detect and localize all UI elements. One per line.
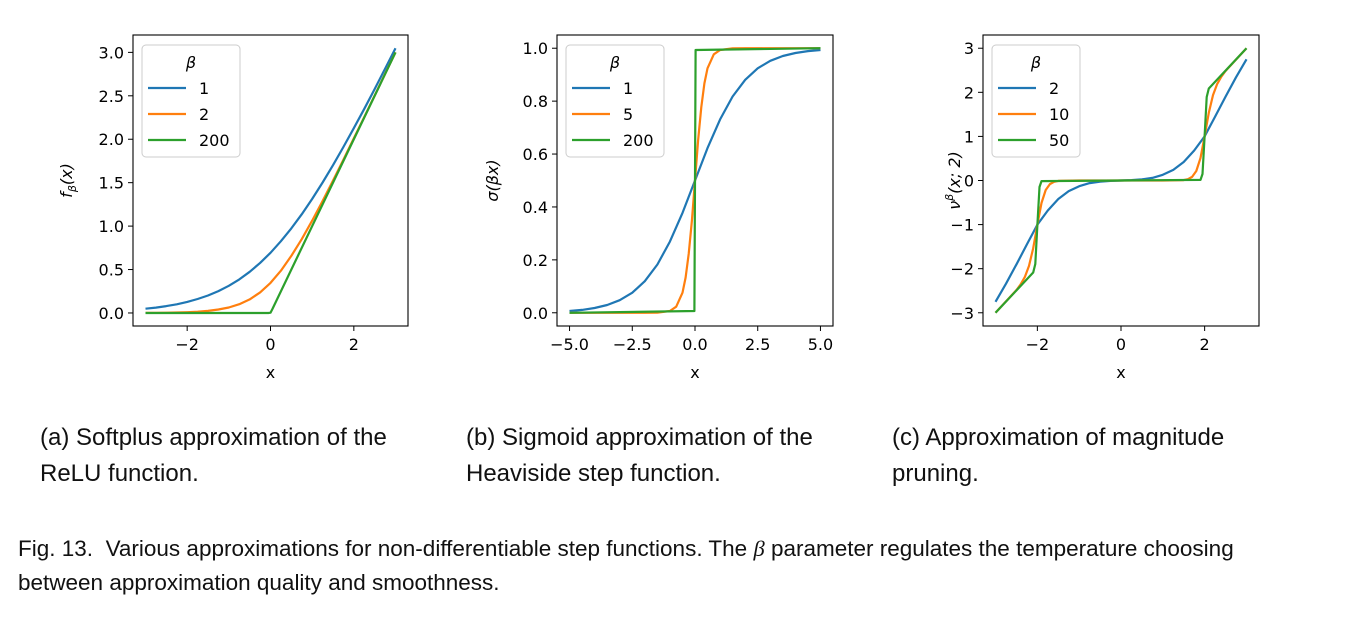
y-tick-label: 1.0 — [523, 39, 548, 58]
y-tick-label: 0.8 — [523, 92, 548, 111]
x-tick-label: 0 — [1116, 335, 1126, 354]
x-tick-label: −2 — [175, 335, 199, 354]
x-axis-label: x — [266, 363, 275, 382]
legend-label-1: 1 — [199, 79, 209, 98]
y-tick-label: 3.0 — [99, 43, 124, 62]
y-tick-label: 1.0 — [99, 217, 124, 236]
caption-b: (b) Sigmoid approximation of the Heavisi… — [466, 424, 813, 487]
legend-label-2: 2 — [1049, 79, 1059, 98]
legend-title: β — [609, 53, 620, 72]
series-line-200 — [569, 47, 821, 314]
legend-label-200: 200 — [623, 131, 654, 150]
legend: β1 2 200 — [141, 44, 241, 158]
legend: β1 5 200 — [565, 44, 665, 158]
figure-charts: −2 0 20.00.51.01.52.02.53.0xfβ(x)β12200−5.… — [57, 34, 1260, 382]
y-tick-label: −3 — [950, 304, 974, 323]
y-label-rest: (x) — [57, 163, 76, 185]
y-tick-label: 0.0 — [99, 304, 124, 323]
x-tick-label: 2 — [1200, 335, 1210, 354]
y-tick-label: −1 — [950, 216, 974, 235]
y-tick-label: 1.5 — [99, 174, 124, 193]
series-line-200 — [145, 51, 397, 315]
x-axis-label: x — [690, 363, 699, 382]
y-axis-label: νβ(x; 2) — [943, 151, 964, 210]
legend-title: β — [185, 53, 196, 72]
y-tick-label: 1 — [964, 127, 974, 146]
x-tick-label: −2.5 — [613, 335, 652, 354]
x-tick-label: 0 — [265, 335, 275, 354]
y-axis-label: fβ(x) — [57, 163, 79, 198]
y-tick-label: 0.2 — [523, 251, 548, 270]
y-tick-label: 0.0 — [523, 304, 548, 323]
figure-label: Fig. 13. — [18, 536, 94, 561]
legend-label-50: 50 — [1049, 131, 1069, 150]
y-tick-label: 2.5 — [99, 87, 124, 106]
y-axis-label: σ(βx) — [483, 159, 502, 201]
legend-label-10: 10 — [1049, 105, 1069, 124]
y-tick-label: 0.6 — [523, 145, 548, 164]
figure-caption: Fig. 13. Various approximations for non-… — [18, 532, 1318, 600]
y-label-rest: (x; 2) — [945, 151, 964, 194]
x-tick-label: 2.5 — [745, 335, 770, 354]
y-label-superscript: β — [943, 194, 956, 202]
figure-caption-text-2: parameter regulates the temperature choo… — [18, 536, 1234, 595]
caption-c: (c) Approximation of magnitude pruning. — [892, 424, 1225, 487]
y-tick-label: 0.4 — [523, 198, 548, 217]
y-tick-label: 2 — [964, 83, 974, 102]
x-tick-label: 2 — [349, 335, 359, 354]
legend-title: β — [1030, 53, 1041, 72]
legend-label-200: 200 — [199, 131, 230, 150]
legend-label-1: 1 — [623, 79, 633, 98]
y-label-base: ν — [945, 201, 964, 210]
y-label-base: σ(βx) — [483, 159, 502, 201]
legend-label-5: 5 — [623, 105, 633, 124]
y-label-subscript: β — [66, 185, 79, 193]
y-tick-label: −2 — [950, 260, 974, 279]
figure-caption-text-1: Various approximations for non-different… — [105, 536, 748, 561]
legend-box — [141, 44, 241, 158]
series-line-1 — [145, 47, 397, 310]
y-label-base: f — [57, 190, 76, 198]
x-tick-label: 5.0 — [808, 335, 833, 354]
legend-box — [991, 44, 1081, 158]
figure-caption-symbol: β — [753, 536, 765, 561]
y-tick-label: 3 — [964, 39, 974, 58]
legend: β2 10 50 — [991, 44, 1081, 158]
legend-label-2: 2 — [199, 105, 209, 124]
series-line-50 — [994, 47, 1248, 314]
x-tick-label: −2 — [1026, 335, 1050, 354]
legend-box — [565, 44, 665, 158]
x-tick-label: −5.0 — [550, 335, 589, 354]
caption-a: (a) Softplus approximation of the ReLU f… — [40, 424, 387, 487]
y-tick-label: 0 — [964, 172, 974, 191]
chart-b: −5.0 −2.5 0.0 2.5 5.0 0.0 0.2 0.4 0.6 0.8 1.0 x σ(βx… — [483, 34, 834, 382]
x-tick-label: 0.0 — [682, 335, 707, 354]
y-tick-label: 0.5 — [99, 261, 124, 280]
y-tick-label: 2.0 — [99, 130, 124, 149]
x-axis-label: x — [1116, 363, 1125, 382]
